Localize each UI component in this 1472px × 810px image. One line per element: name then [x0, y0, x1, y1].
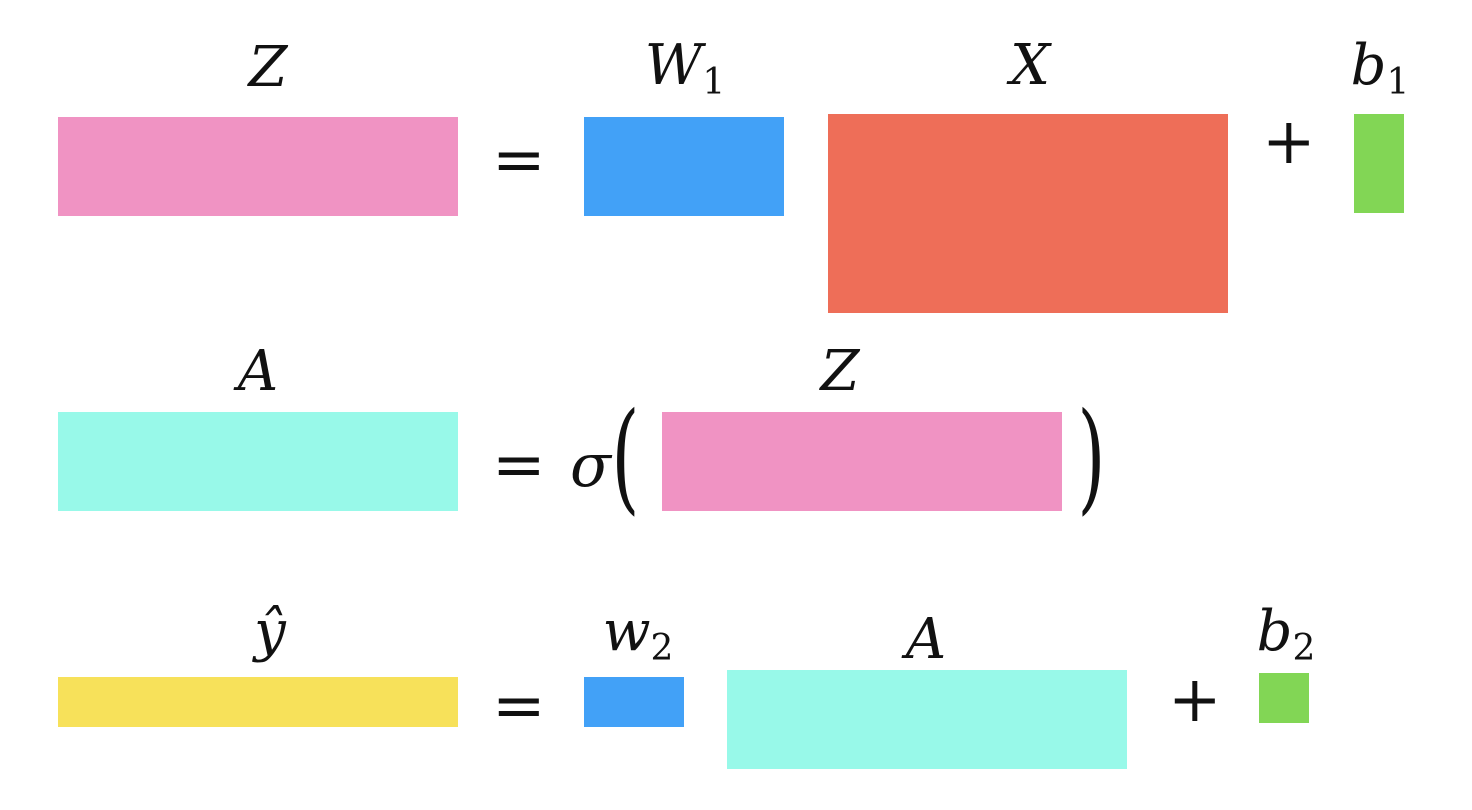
z-label-text: Z: [248, 35, 288, 100]
z-arg-matrix: [662, 412, 1062, 511]
w1-label-text: W: [644, 33, 703, 98]
b1-label-text: b: [1350, 33, 1387, 98]
a-input-matrix: [727, 670, 1127, 769]
a-label: A: [228, 344, 288, 400]
sigma-function: σ: [570, 431, 611, 501]
a-label-text: A: [237, 339, 279, 404]
x-label-text: X: [1010, 33, 1050, 98]
z-arg-label: Z: [810, 344, 870, 400]
w1-matrix: [584, 117, 784, 216]
b2-scalar: [1259, 673, 1309, 723]
close-paren: ): [1077, 388, 1106, 527]
w1-subscript: 1: [702, 62, 726, 103]
z-arg-label-text: Z: [820, 339, 860, 404]
b1-subscript: 1: [1386, 62, 1410, 103]
x-label: X: [995, 38, 1065, 94]
plus-sign-2: +: [1168, 663, 1222, 737]
z-label: Z: [238, 40, 298, 96]
open-paren: (: [611, 388, 640, 527]
plus-sign-1: +: [1262, 105, 1316, 179]
a-input-label: A: [896, 612, 956, 668]
w2-vector: [584, 677, 684, 727]
w2-label-text: w: [602, 599, 651, 664]
equals-sign-2: =: [492, 428, 546, 502]
b2-label: b2: [1246, 604, 1326, 667]
yhat-label: ŷ: [240, 604, 300, 660]
w2-subscript: 2: [650, 628, 674, 669]
w2-label: w2: [588, 604, 688, 667]
equals-sign-1: =: [492, 123, 546, 197]
yhat-label-text: ŷ: [254, 599, 286, 664]
equals-sign-3: =: [492, 669, 546, 743]
x-matrix: [828, 114, 1228, 313]
b1-vector: [1354, 114, 1404, 213]
b1-label: b1: [1340, 38, 1420, 101]
b2-label-text: b: [1256, 599, 1293, 664]
a-input-label-text: A: [905, 607, 947, 672]
w1-label: W1: [630, 38, 740, 101]
b2-subscript: 2: [1292, 628, 1316, 669]
a-matrix: [58, 412, 458, 511]
yhat-vector: [58, 677, 458, 727]
z-matrix: [58, 117, 458, 216]
